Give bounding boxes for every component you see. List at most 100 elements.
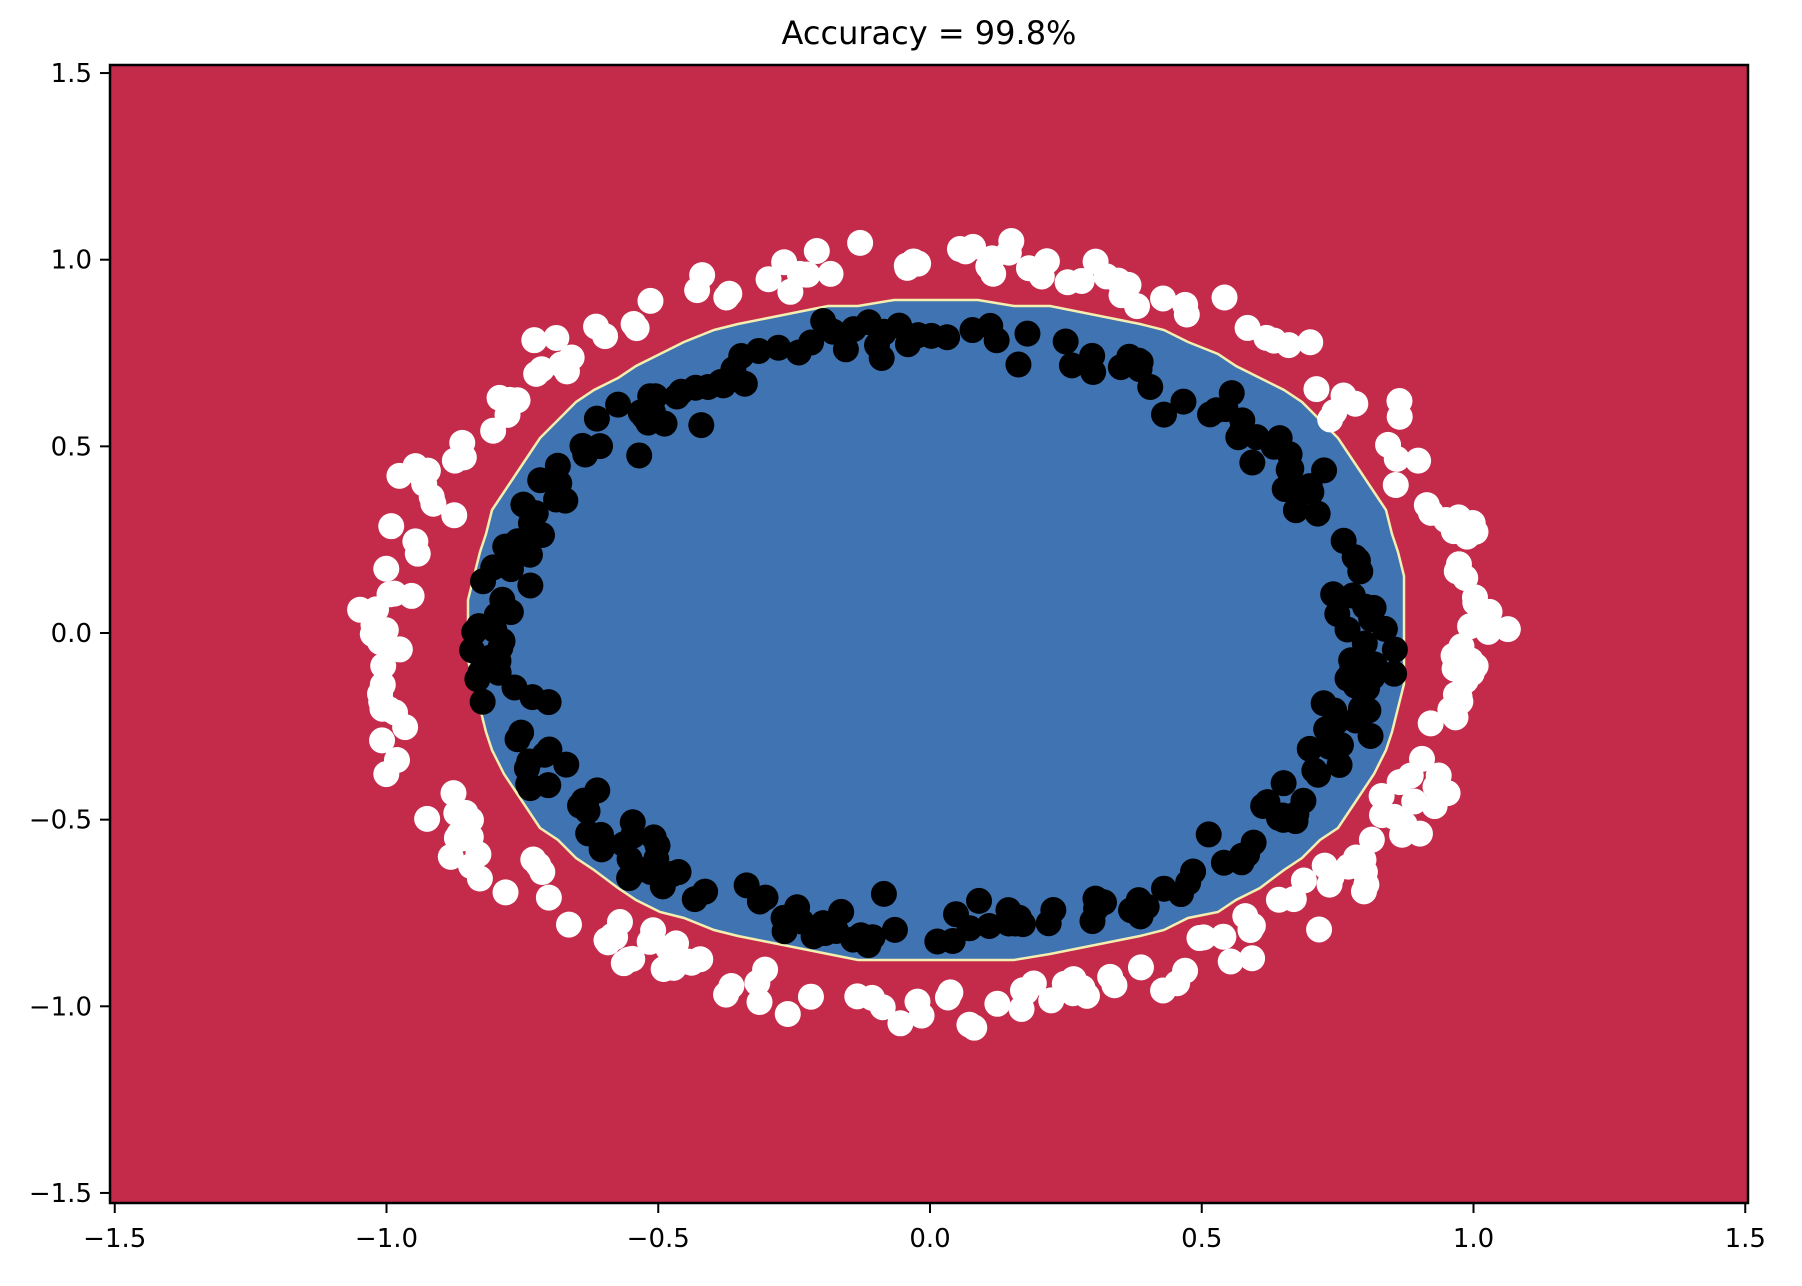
outer-ring-points [347,228,1521,1041]
data-point [1212,396,1239,423]
data-point [1494,616,1521,643]
data-point [904,988,931,1015]
data-point [1320,581,1347,608]
data-point [1035,910,1062,937]
data-point [718,972,745,999]
data-point [1228,849,1255,876]
data-point [924,928,951,955]
data-point [1297,329,1324,356]
data-point [616,846,643,873]
data-point [817,260,844,287]
data-point [1462,652,1489,679]
data-point [755,266,782,293]
data-point [587,433,614,460]
data-point [392,714,419,741]
data-point [1172,957,1199,984]
data-point [508,719,535,746]
data-point [437,843,464,870]
x-tick-label: 0.5 [1181,1224,1222,1254]
data-point [535,689,562,716]
data-point [1386,769,1413,796]
data-point [765,334,792,361]
data-point [800,923,827,950]
data-point [1298,479,1325,506]
data-point [855,932,882,959]
data-point [1210,923,1237,950]
data-point [529,859,556,886]
data-point [959,317,986,344]
x-tick-label: 1.5 [1725,1224,1766,1254]
data-point [1060,980,1087,1007]
data-point [1082,248,1109,275]
data-point [847,229,874,256]
data-point [828,898,855,925]
data-point [1305,761,1332,788]
data-point [1391,811,1418,838]
data-point [1296,735,1323,762]
data-point [952,238,979,265]
y-tick-label: 0.0 [51,619,92,649]
data-point [777,278,804,305]
data-point [746,888,773,915]
data-point [404,540,431,567]
data-point [689,262,716,289]
data-point [1318,863,1345,890]
data-point [548,351,575,378]
data-point [1124,293,1151,320]
inner-ring-points [459,308,1408,959]
data-point [498,556,525,583]
data-point [369,727,396,754]
data-point [592,323,619,350]
data-point [961,1014,988,1041]
data-point [1012,978,1039,1005]
x-tick-label: 0.0 [909,1224,950,1254]
data-point [1417,710,1444,737]
data-point [555,911,582,938]
data-point [398,582,425,609]
data-point [887,1010,914,1037]
data-point [553,751,580,778]
data-point [619,945,646,972]
data-point [517,510,544,537]
data-point [1304,500,1331,527]
data-point [1080,359,1107,386]
data-point [1239,449,1266,476]
data-point [937,979,964,1006]
data-point [373,761,400,788]
data-point [588,836,615,863]
data-point [1317,730,1344,757]
data-point [523,360,550,387]
data-point [639,398,666,425]
data-point [881,916,908,943]
data-point [1311,457,1338,484]
data-point [535,884,562,911]
data-point [367,628,394,655]
data-point [583,405,610,432]
data-point [1375,431,1402,458]
data-point [574,798,601,825]
data-point [1170,388,1197,415]
data-point [373,555,400,582]
data-point [1306,916,1333,943]
data-point [870,318,897,345]
data-point [1211,284,1238,311]
data-point [1446,683,1473,710]
data-point [543,324,570,351]
data-point [370,652,397,679]
data-point [1101,972,1128,999]
data-point [1459,510,1486,537]
data-point [1381,660,1408,687]
data-point [378,513,405,540]
data-point [1180,858,1207,885]
data-point [619,809,646,836]
data-point [1126,356,1153,383]
data-point [1278,455,1305,482]
data-point [1270,770,1297,797]
data-point [983,327,1010,354]
x-axis-ticks: −1.5 −1.0 −0.5 0.0 0.5 1.0 1.5 [83,1203,1766,1254]
data-point [1452,564,1479,591]
x-tick-label: −1.5 [83,1224,146,1254]
data-point [368,688,395,715]
data-point [485,659,512,686]
